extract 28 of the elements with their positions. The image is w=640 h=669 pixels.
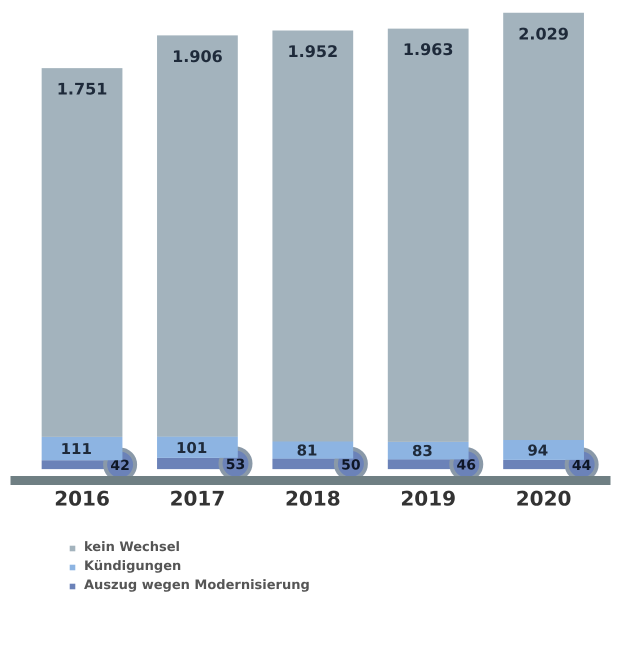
legend-label: Kündigungen xyxy=(84,559,182,574)
bar xyxy=(157,35,238,437)
x-tick-label: 2018 xyxy=(284,486,341,510)
legend-label: Auszug wegen Modernisierung xyxy=(84,578,310,593)
data-label: 50 xyxy=(341,457,361,474)
data-label: 101 xyxy=(176,438,208,457)
x-tick-label: 2016 xyxy=(54,486,110,510)
data-label: 1.751 xyxy=(56,80,108,99)
x-tick-label: 2017 xyxy=(170,486,226,510)
data-label: 111 xyxy=(60,440,92,458)
data-label: 42 xyxy=(110,458,130,474)
data-label: 46 xyxy=(456,458,476,474)
data-label: 1.952 xyxy=(288,42,338,62)
bar xyxy=(503,12,584,440)
data-label: 2.029 xyxy=(518,24,569,44)
legend-label: kein Wechsel xyxy=(84,540,180,555)
data-label: 1.963 xyxy=(402,40,454,60)
data-label: 44 xyxy=(572,458,592,474)
bar xyxy=(42,68,122,437)
data-label: 1.906 xyxy=(172,46,223,66)
data-label: 81 xyxy=(296,442,318,460)
x-tick-label: 2020 xyxy=(516,486,572,510)
data-label: 94 xyxy=(527,441,548,460)
bar xyxy=(388,28,469,442)
bar xyxy=(272,30,354,442)
data-label: 53 xyxy=(226,457,246,474)
data-label: 83 xyxy=(412,442,433,460)
x-tick-label: 2019 xyxy=(400,486,456,510)
